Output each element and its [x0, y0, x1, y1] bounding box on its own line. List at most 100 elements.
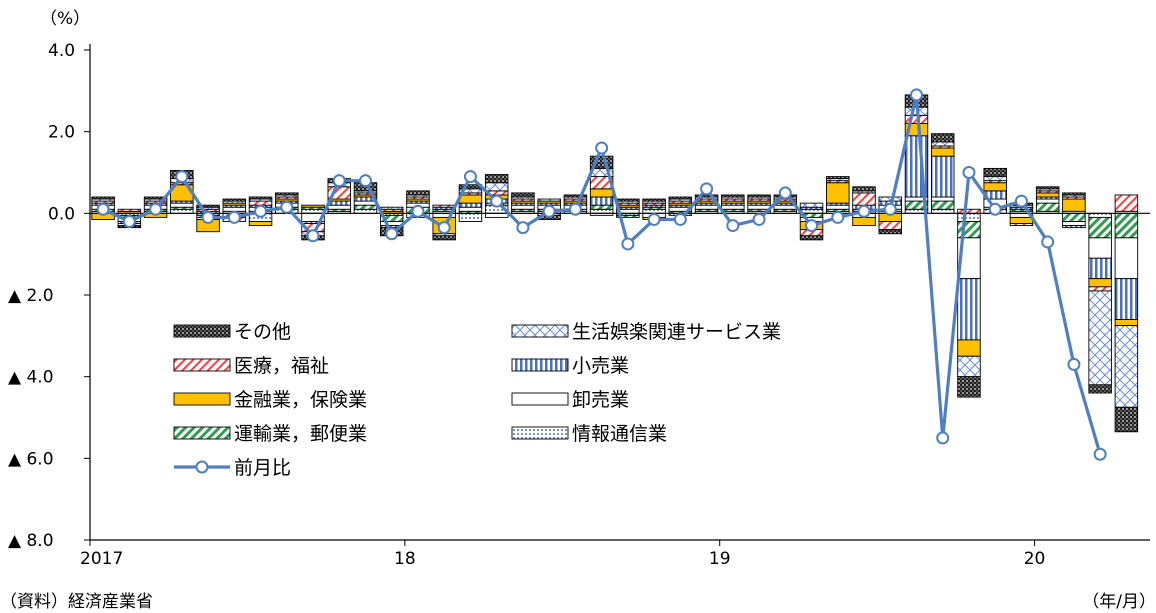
bar-segment-retail	[589, 196, 614, 206]
line-point	[463, 170, 477, 184]
bar-segment-other	[826, 176, 850, 180]
legend-item-info: 情報通信業	[511, 423, 667, 445]
line-point	[437, 221, 451, 235]
legend-item-line: 前月比	[174, 457, 291, 479]
bar-segment-other	[642, 198, 666, 202]
bar-segment-medical	[878, 221, 902, 231]
bar-segment-finance	[1114, 319, 1139, 327]
bar-segment-info	[458, 212, 483, 222]
bar-segment-other	[616, 198, 640, 202]
bar-segment-medical	[117, 208, 142, 212]
line-point	[227, 210, 241, 224]
bar-segment-other	[511, 192, 535, 198]
bar-segment-info	[642, 208, 666, 214]
bar-segment-retail	[327, 200, 351, 206]
legend-swatch	[173, 392, 231, 406]
bar-segment-transport	[1035, 202, 1060, 212]
bar-stack	[747, 194, 771, 214]
bar-segment-wholesale	[1088, 237, 1112, 259]
bar-segment-transport	[616, 214, 640, 218]
bar-segment-transport	[589, 204, 614, 210]
x-tick-label: 2017	[80, 549, 123, 569]
bar-segment-info	[353, 208, 378, 214]
bar-segment-other	[432, 235, 456, 241]
bar-segment-leisure	[1088, 290, 1112, 386]
bar-segment-transport	[957, 221, 981, 239]
bar-segment-medical	[248, 200, 273, 206]
bar-segment-leisure	[983, 176, 1007, 182]
bar-segment-finance	[1088, 278, 1112, 288]
line-point	[411, 204, 425, 218]
bar-segment-wholesale	[484, 212, 509, 218]
bar-segment-medical	[957, 208, 981, 214]
bar-segment-retail	[458, 202, 483, 208]
bar-segment-retail	[1114, 278, 1139, 320]
line-point	[831, 210, 845, 224]
y-tick-label: ▲ 8.0	[8, 531, 54, 551]
line-point	[122, 215, 136, 228]
bar-segment-retail	[930, 155, 955, 198]
line-point	[752, 212, 766, 226]
bar-segment-medical	[1114, 194, 1139, 212]
bar-segment-finance	[1062, 198, 1086, 212]
bar-segment-info	[170, 208, 194, 214]
legend-label: 医療，福祉	[234, 355, 329, 377]
bar-segment-finance	[458, 194, 483, 204]
line-point	[778, 186, 792, 200]
bar-segment-other	[799, 235, 824, 241]
bar-segment-leisure	[1114, 325, 1139, 408]
bar-segment-other	[1114, 406, 1139, 433]
bar-segment-retail	[957, 278, 981, 341]
legend-item-retail: 小売業	[511, 355, 629, 377]
legend-swatch	[173, 324, 231, 338]
legend-label: 卸売業	[572, 389, 629, 411]
bar-segment-other	[1088, 384, 1112, 394]
source-note: （資料）経済産業省	[0, 592, 153, 612]
line-point	[700, 182, 714, 196]
bar-segment-finance	[957, 339, 981, 357]
x-tick-label: 20	[1024, 549, 1046, 569]
legend-swatch	[511, 358, 569, 372]
bar-segment-wholesale	[353, 200, 378, 206]
line-point	[542, 204, 556, 218]
legend-swatch	[511, 392, 569, 406]
bar-segment-finance	[930, 147, 955, 157]
bar-stack-group	[91, 94, 1139, 433]
bar-stack	[1114, 194, 1139, 433]
bar-segment-other	[91, 196, 115, 200]
bar-segment-wholesale	[747, 204, 771, 210]
bar-segment-finance	[248, 221, 273, 227]
bar-stack	[458, 184, 483, 222]
line-point	[909, 88, 923, 102]
bar-segment-leisure	[537, 198, 561, 202]
line-point	[805, 219, 819, 233]
legend-swatch	[511, 426, 569, 440]
bar-segment-transport	[930, 200, 955, 210]
line-point	[621, 237, 635, 251]
line-point	[988, 202, 1002, 216]
bar-segment-other	[747, 194, 771, 198]
line-point	[883, 202, 897, 216]
bar-stack	[1035, 186, 1060, 214]
line-point	[647, 212, 661, 226]
bar-segment-leisure	[878, 196, 902, 202]
bar-segment-transport	[1062, 212, 1086, 222]
bar-segment-transport	[1114, 212, 1139, 239]
legend-label: 前月比	[234, 457, 291, 479]
line-point	[1041, 235, 1055, 249]
bar-segment-finance	[301, 204, 325, 208]
line-point	[280, 200, 294, 214]
unit-label: （%）	[40, 9, 90, 29]
bar-segment-info	[1088, 212, 1112, 218]
bar-segment-other	[930, 133, 955, 143]
line-point	[962, 166, 976, 179]
y-tick-label: ▲ 2.0	[8, 286, 54, 306]
y-axis: 4.0 2.0 0.0 ▲ 2.0 ▲ 4.0 ▲ 6.0 ▲ 8.0	[8, 41, 91, 551]
bar-segment-wholesale	[170, 202, 194, 208]
legend-label: 情報通信業	[572, 423, 667, 445]
x-tick-label: 19	[709, 549, 731, 569]
bar-segment-wholesale	[826, 204, 850, 210]
x-unit-label: （年/月）	[1082, 592, 1156, 612]
y-tick-label: ▲ 4.0	[8, 368, 54, 388]
bar-stack	[668, 196, 693, 216]
